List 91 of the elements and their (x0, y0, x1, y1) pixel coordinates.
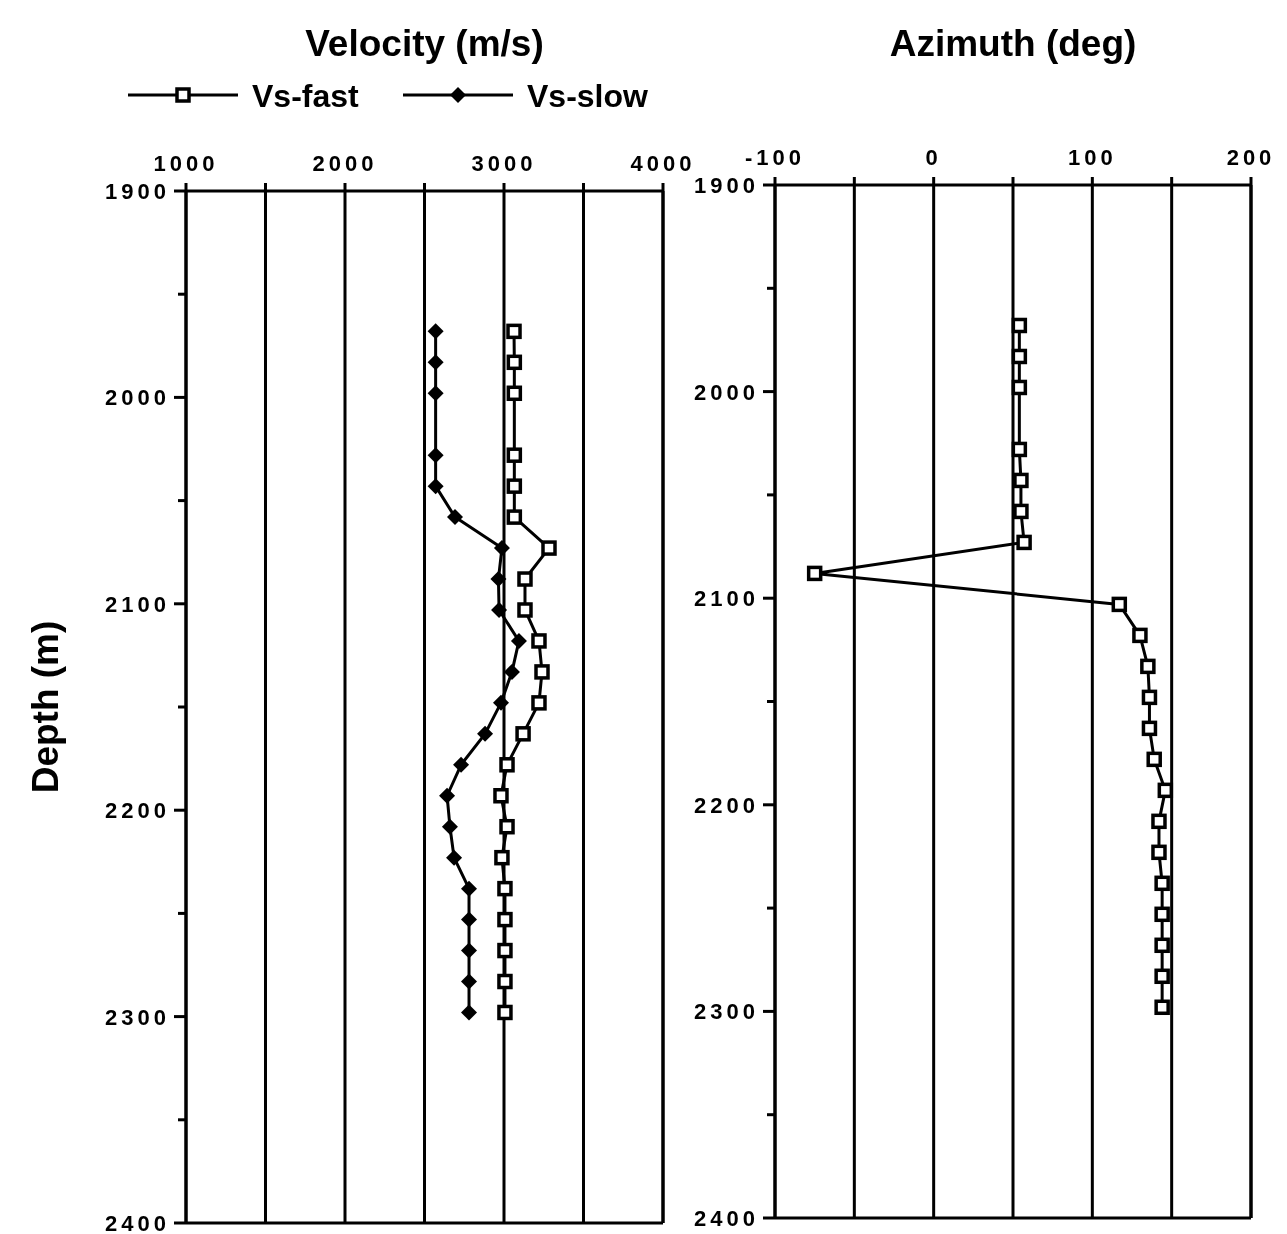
point (506, 478, 523, 494)
y-tick-label: 2400 (105, 1211, 170, 1234)
point (439, 787, 456, 804)
point (1013, 472, 1029, 489)
point (534, 664, 550, 680)
x-tick-label: 200 (1226, 145, 1276, 170)
point (1132, 627, 1148, 644)
point (477, 725, 494, 742)
point (517, 571, 533, 587)
point (427, 354, 444, 371)
point (427, 478, 444, 495)
point (1140, 658, 1156, 675)
point (427, 323, 444, 340)
point (1154, 937, 1170, 954)
y-tick-label: 2000 (694, 379, 759, 405)
y-tick-label: 2000 (105, 385, 170, 411)
point (506, 354, 523, 371)
point (493, 540, 510, 557)
x-tick-label: 100 (1067, 145, 1117, 170)
y-axis-title: Depth (m) (25, 620, 66, 794)
point (506, 447, 523, 463)
point (503, 663, 520, 680)
point (531, 695, 547, 711)
y-tick-label: 2100 (694, 586, 759, 612)
x-tick-label: -100 (744, 145, 806, 170)
x-tick-label: 0 (925, 145, 942, 170)
point (1157, 782, 1174, 799)
y-tick-label: 1900 (105, 179, 170, 204)
point (461, 1004, 478, 1021)
y-tick-label: 2300 (105, 1004, 170, 1030)
y-tick-label: 2200 (694, 792, 759, 818)
point (510, 632, 527, 649)
point (506, 385, 523, 402)
point (1141, 689, 1158, 706)
point (461, 942, 478, 959)
point (517, 602, 533, 618)
y-tick-label: 2400 (694, 1206, 759, 1231)
point (499, 757, 515, 773)
point (461, 880, 478, 897)
point (1016, 534, 1032, 551)
point (490, 571, 507, 588)
point (492, 694, 509, 711)
point (497, 911, 513, 928)
point (1154, 875, 1170, 892)
point (461, 911, 478, 928)
point (491, 601, 508, 618)
x-tick-label: 1000 (153, 151, 219, 176)
point (1146, 751, 1162, 768)
point (497, 942, 513, 959)
y-tick-label: 2100 (105, 591, 170, 617)
point (427, 385, 444, 402)
point (506, 509, 523, 525)
point (1151, 844, 1167, 861)
point (1011, 441, 1028, 458)
point (453, 756, 470, 773)
point (1011, 379, 1028, 396)
point (531, 633, 547, 649)
point (1154, 999, 1170, 1016)
point (541, 540, 557, 556)
y-tick-label: 2300 (694, 999, 759, 1025)
point (1011, 317, 1028, 334)
point (441, 818, 458, 835)
point (494, 849, 510, 866)
point (1151, 813, 1167, 830)
point (499, 818, 515, 835)
x-tick-label: 2000 (312, 151, 378, 176)
y-tick-label: 1900 (694, 173, 759, 198)
point (497, 880, 513, 897)
point (493, 788, 509, 804)
chart-title: Azimuth (deg) (889, 23, 1137, 64)
point (1011, 348, 1028, 365)
y-tick-label: 2200 (105, 798, 170, 824)
legend-label: Vs-slow (527, 78, 649, 114)
point (497, 1004, 513, 1021)
point (446, 849, 463, 866)
point (1111, 596, 1128, 613)
point (1154, 968, 1170, 985)
point (1141, 720, 1158, 737)
point (1154, 906, 1170, 923)
point (506, 323, 522, 340)
point (1013, 503, 1029, 520)
x-tick-label: 4000 (630, 151, 696, 176)
point (461, 973, 478, 990)
x-tick-label: 3000 (471, 151, 537, 176)
point (806, 565, 823, 582)
point (447, 509, 464, 526)
point (515, 726, 531, 742)
legend-label: Vs-fast (252, 78, 360, 114)
point (427, 447, 444, 464)
point (497, 973, 513, 990)
chart-title: Velocity (m/s) (305, 23, 544, 64)
